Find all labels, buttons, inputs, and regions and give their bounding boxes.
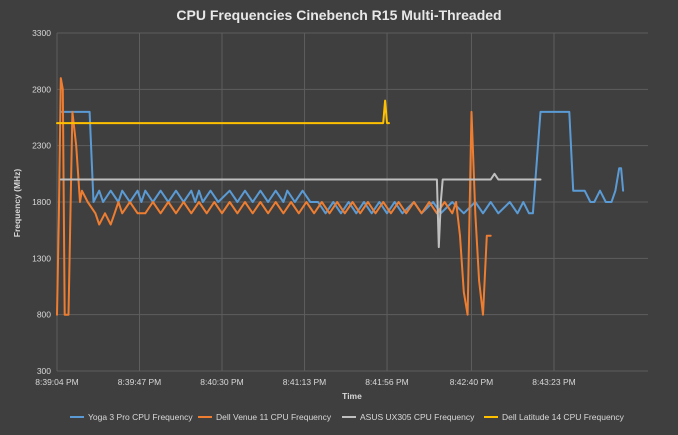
x-tick-label: 8:39:47 PM [118, 377, 161, 387]
y-tick-label: 2800 [32, 84, 51, 94]
y-axis-ticks: 300 800 1300 1800 2300 2800 3300 [32, 28, 51, 376]
x-tick-label: 8:42:40 PM [450, 377, 493, 387]
y-tick-label: 1300 [32, 253, 51, 263]
legend-item: Dell Latitude 14 CPU Frequency [484, 412, 625, 422]
legend-item: Dell Venue 11 CPU Frequency [198, 412, 332, 422]
y-tick-label: 1800 [32, 197, 51, 207]
legend-item: Yoga 3 Pro CPU Frequency [70, 412, 193, 422]
y-tick-label: 300 [37, 366, 51, 376]
legend-label: Yoga 3 Pro CPU Frequency [88, 412, 193, 422]
y-tick-label: 800 [37, 310, 51, 320]
series-line-4 [56, 99, 390, 125]
x-axis-ticks: 8:39:04 PM 8:39:47 PM 8:40:30 PM 8:41:13 PM… [35, 377, 575, 387]
y-axis-label: Frequency (MHz) [12, 169, 22, 238]
y-tick-label: 3300 [32, 28, 51, 38]
series-line-2 [56, 77, 492, 316]
x-tick-label: 8:40:30 PM [200, 377, 243, 387]
y-tick-label: 2300 [32, 141, 51, 151]
legend-item: ASUS UX305 CPU Frequency [342, 412, 475, 422]
x-axis-label: Time [342, 391, 362, 401]
legend-label: ASUS UX305 CPU Frequency [360, 412, 475, 422]
series-line-1 [59, 110, 625, 215]
series-line-3 [59, 172, 542, 249]
legend-label: Dell Venue 11 CPU Frequency [216, 412, 332, 422]
x-tick-label: 8:43:23 PM [532, 377, 575, 387]
gridlines [56, 32, 648, 372]
chart-title: CPU Frequencies Cinebench R15 Multi-Thre… [176, 7, 501, 23]
x-tick-label: 8:41:13 PM [283, 377, 326, 387]
legend: Yoga 3 Pro CPU Frequency Dell Venue 11 CP… [70, 412, 625, 422]
series-layer [56, 77, 625, 316]
x-tick-label: 8:39:04 PM [35, 377, 78, 387]
legend-label: Dell Latitude 14 CPU Frequency [502, 412, 625, 422]
x-tick-label: 8:41:56 PM [365, 377, 408, 387]
